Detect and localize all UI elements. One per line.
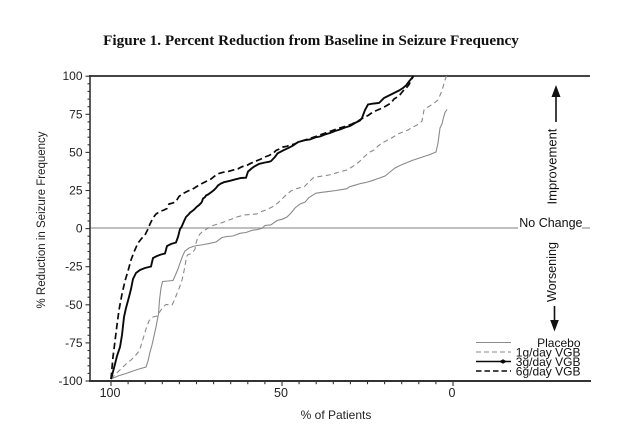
svg-text:Figure 1. Percent Reduction fr: Figure 1. Percent Reduction from Baselin… bbox=[103, 32, 519, 49]
svg-text:25: 25 bbox=[69, 184, 83, 198]
svg-text:Improvement: Improvement bbox=[545, 128, 560, 204]
svg-text:0: 0 bbox=[449, 386, 456, 400]
svg-text:75: 75 bbox=[69, 107, 83, 121]
svg-text:% of Patients: % of Patients bbox=[301, 408, 372, 422]
svg-text:3g/day VGB: 3g/day VGB bbox=[516, 355, 581, 369]
svg-text:-100: -100 bbox=[58, 374, 82, 388]
svg-text:50: 50 bbox=[274, 386, 288, 400]
svg-text:Worsening: Worsening bbox=[545, 242, 559, 302]
svg-text:100: 100 bbox=[62, 69, 82, 83]
svg-text:0: 0 bbox=[76, 222, 83, 236]
svg-text:Placebo: Placebo bbox=[537, 336, 581, 350]
svg-text:-50: -50 bbox=[65, 298, 83, 312]
svg-text:% Reduction in Seizure Frequen: % Reduction in Seizure Frequency bbox=[36, 131, 48, 308]
svg-text:50: 50 bbox=[69, 145, 83, 159]
svg-text:-25: -25 bbox=[65, 260, 83, 274]
svg-text:No Change: No Change bbox=[519, 216, 582, 230]
svg-text:100: 100 bbox=[100, 386, 121, 400]
svg-text:1g/day VGB: 1g/day VGB bbox=[516, 346, 581, 360]
svg-text:-75: -75 bbox=[65, 336, 83, 350]
svg-text:6g/day VGB: 6g/day VGB bbox=[516, 365, 581, 379]
